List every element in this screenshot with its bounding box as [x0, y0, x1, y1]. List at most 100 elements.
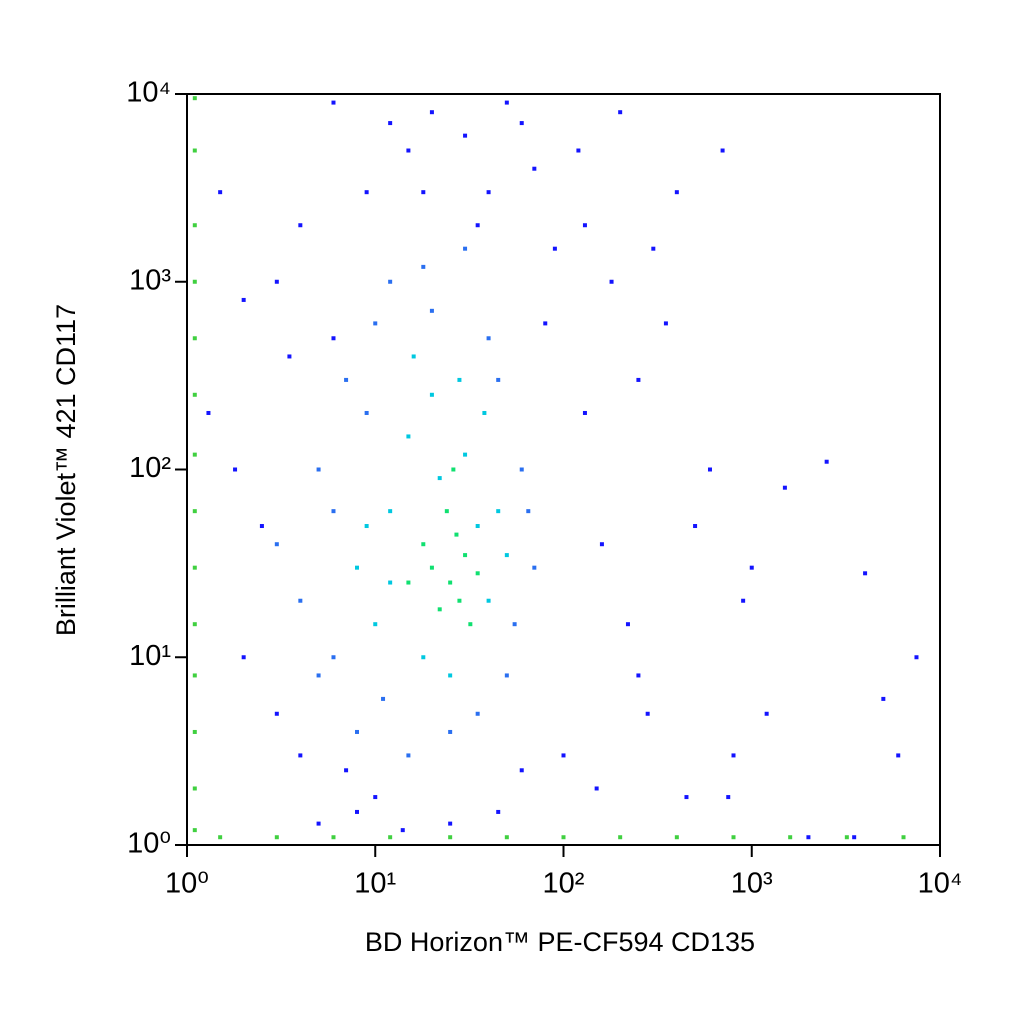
data-point [863, 571, 868, 576]
data-point [532, 565, 537, 570]
data-point [218, 835, 223, 840]
data-point [881, 696, 886, 701]
data-point [618, 110, 623, 115]
data-point [674, 190, 679, 195]
data-point [457, 598, 462, 603]
data-point [421, 542, 426, 547]
x-tick-label: 10⁰ [165, 868, 209, 900]
data-point [241, 297, 246, 302]
data-point [741, 598, 746, 603]
data-point [421, 190, 426, 195]
data-point [381, 696, 386, 701]
data-point [806, 835, 811, 840]
data-point [749, 565, 754, 570]
data-point [496, 377, 501, 382]
data-point [437, 607, 442, 612]
data-point [482, 410, 487, 415]
data-point [355, 729, 360, 734]
data-point [192, 392, 197, 397]
data-point [448, 580, 453, 585]
y-axis-label: Brilliant Violet™ 421 CD117 [51, 304, 81, 636]
data-point [707, 467, 712, 472]
x-tick-label: 10⁴ [918, 868, 963, 900]
data-point [274, 835, 279, 840]
data-point [388, 279, 393, 284]
data-point [429, 308, 434, 313]
data-point [463, 452, 468, 457]
data-point [726, 795, 731, 800]
data-point [406, 434, 411, 439]
data-point [192, 223, 197, 228]
data-point [448, 821, 453, 826]
data-point [344, 768, 349, 773]
x-tick-label: 10² [543, 868, 585, 900]
data-point [192, 148, 197, 153]
data-point [663, 321, 668, 326]
data-point [576, 148, 581, 153]
data-point [331, 509, 336, 514]
data-point [496, 809, 501, 814]
data-point [206, 410, 211, 415]
data-point [400, 828, 405, 833]
data-point [504, 673, 509, 678]
data-point [609, 279, 614, 284]
data-point [364, 410, 369, 415]
x-axis-label: BD Horizon™ PE-CF594 CD135 [365, 927, 755, 957]
data-point [486, 190, 491, 195]
data-point [373, 622, 378, 627]
data-point [259, 524, 264, 529]
x-tick-label: 10³ [731, 868, 773, 900]
data-point [388, 509, 393, 514]
data-point [406, 148, 411, 153]
data-point [504, 100, 509, 105]
data-point [852, 835, 857, 840]
data-point [526, 509, 531, 514]
data-point [373, 795, 378, 800]
data-point [241, 655, 246, 660]
data-point [684, 795, 689, 800]
data-point [274, 542, 279, 547]
data-point [298, 223, 303, 228]
data-point [594, 786, 599, 791]
data-point [437, 476, 442, 481]
y-tick-label: 10² [129, 452, 171, 484]
data-point [463, 133, 468, 138]
data-point [298, 598, 303, 603]
data-point [364, 524, 369, 529]
data-point [406, 580, 411, 585]
data-point [463, 553, 468, 558]
data-point [192, 336, 197, 341]
data-point [788, 835, 793, 840]
data-point [192, 279, 197, 284]
data-point [636, 377, 641, 382]
data-point [192, 828, 197, 833]
data-point [475, 571, 480, 576]
data-point [824, 459, 829, 464]
data-point [782, 485, 787, 490]
data-point [192, 452, 197, 457]
data-point [901, 835, 906, 840]
data-point [355, 809, 360, 814]
data-point [448, 673, 453, 678]
x-tick-label: 10¹ [354, 868, 396, 900]
data-point [218, 190, 223, 195]
data-point [731, 835, 736, 840]
data-point [504, 835, 509, 840]
data-point [192, 786, 197, 791]
data-point [457, 377, 462, 382]
data-point [411, 354, 416, 359]
data-point [618, 835, 623, 840]
data-point [463, 246, 468, 251]
y-tick-label: 10⁴ [126, 77, 171, 109]
data-point [519, 121, 524, 126]
data-point [448, 835, 453, 840]
data-point [451, 467, 456, 472]
data-point [475, 524, 480, 529]
data-point [552, 246, 557, 251]
data-point [192, 565, 197, 570]
data-point [674, 835, 679, 840]
data-point [233, 467, 238, 472]
data-point [496, 509, 501, 514]
data-point [373, 321, 378, 326]
